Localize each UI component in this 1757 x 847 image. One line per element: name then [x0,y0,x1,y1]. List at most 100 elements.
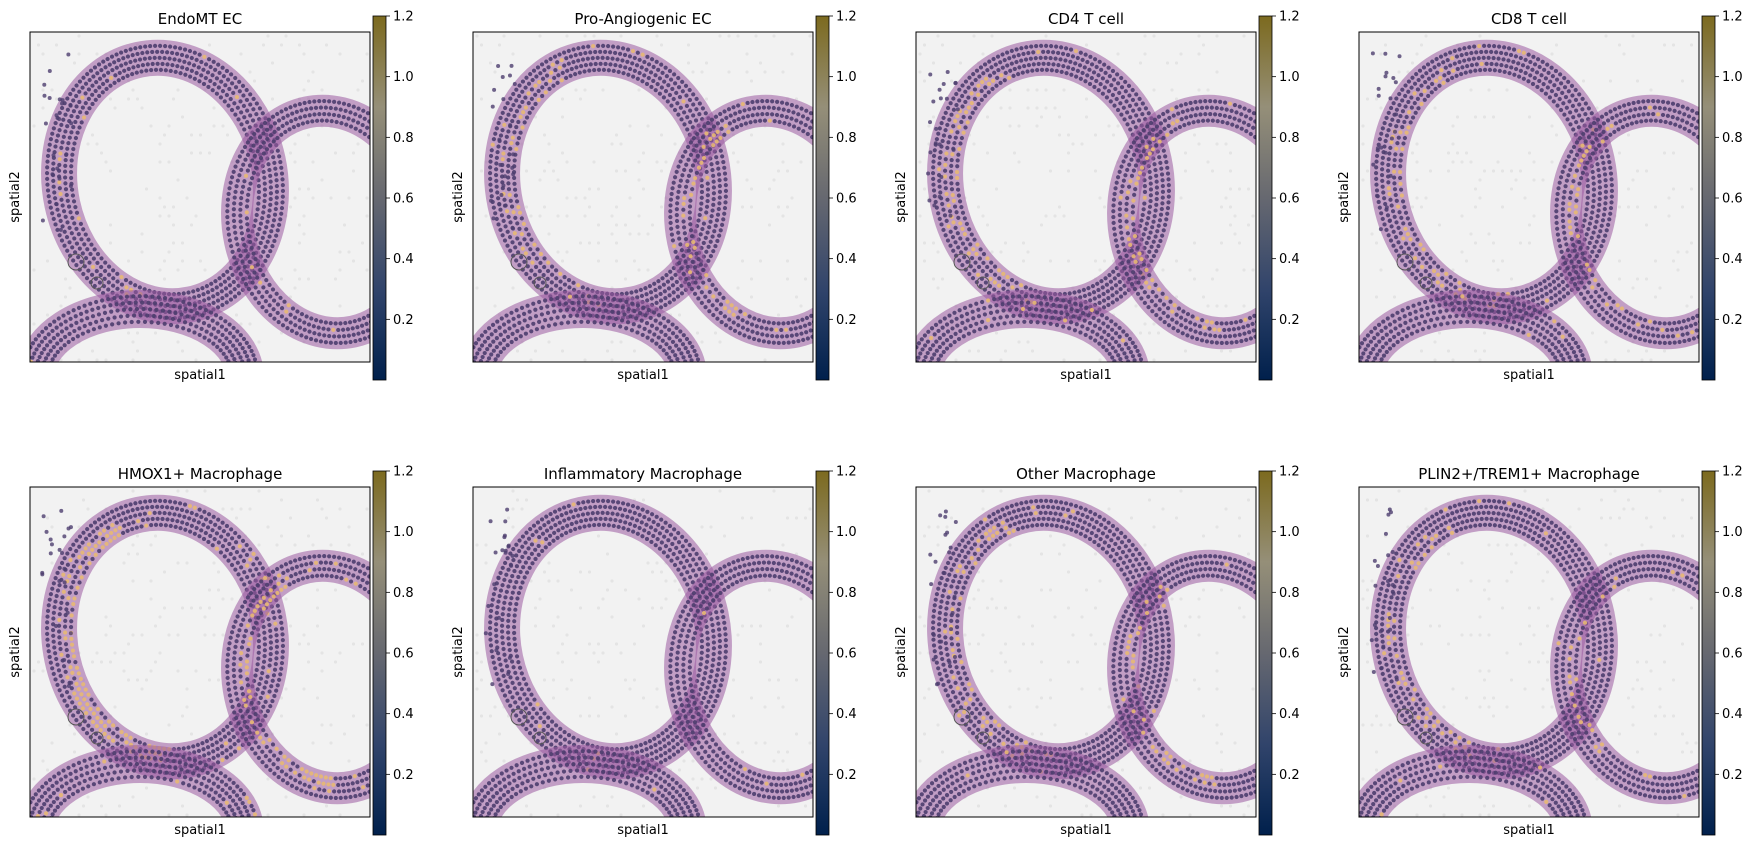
subplot-panel: CD4 T cell spatial1 spatial2 0.2 0.4 0.6 0.8 1.… [886,0,1326,392]
y-axis-label: spatial2 [8,171,23,223]
colorbar [373,471,386,835]
spot [42,514,46,518]
spot [1388,508,1392,512]
colorbar-tick-label: 1.2 [1279,10,1300,25]
subplot-svg: CD8 T cell spatial1 spatial2 0.2 0.4 0.6 0.8 1.… [1329,0,1757,392]
spot [491,105,495,109]
spot [59,509,63,513]
spot [501,183,505,187]
spot [503,204,507,208]
subplot-title: CD8 T cell [1491,10,1567,28]
subplot-svg: Inflammatory Macrophagespatial1spatial20… [443,455,883,847]
colorbar-tick-label: 1.2 [836,10,857,25]
spot [69,631,73,635]
spot [943,571,947,575]
subplot-panel: EndoMT EC spatial1 spatial2 0.2 0.4 0.6 0.8 1.0… [0,0,440,392]
spot [492,88,496,92]
colorbar-tick-label: 0.8 [393,131,414,146]
spot [1394,80,1398,84]
spot [949,546,953,550]
colorbar-tick-label: 0.2 [393,768,414,783]
x-axis-label: spatial1 [174,368,226,383]
spot [949,627,953,631]
spot [1388,616,1392,620]
spot [1371,163,1375,167]
spot [1372,670,1376,674]
spot [939,175,943,179]
spot [494,551,498,555]
colorbar-tick-label: 0.4 [1279,707,1300,722]
spot [952,148,956,152]
spot [938,142,942,146]
subplot-panel: CD8 T cell spatial1 spatial2 0.2 0.4 0.6 0.8 1.… [1329,0,1757,392]
spot [1371,51,1375,55]
colorbar-tick-label: 0.4 [836,252,857,267]
spot [1373,623,1377,627]
spot [490,682,494,686]
x-axis-label: spatial1 [1060,368,1112,383]
colorbar-tick-label: 1.2 [836,465,857,480]
spot [55,113,59,117]
colorbar-tick-label: 0.4 [1279,252,1300,267]
spot [59,228,63,232]
spot [1381,644,1385,648]
spot [948,661,952,665]
spot [1386,579,1390,583]
spot [954,81,958,85]
spot [503,534,507,538]
colorbar [816,471,829,835]
spot [1380,666,1384,670]
spot [58,548,62,552]
spot [1392,592,1396,596]
spot [67,526,71,530]
spot [505,508,509,512]
spot [939,640,943,644]
spot [54,624,58,628]
x-axis-label: spatial1 [617,368,669,383]
spot [66,53,70,57]
spot [928,150,932,154]
spot [69,104,73,108]
colorbar [1702,471,1715,835]
spot [1376,564,1380,568]
spot [57,579,61,583]
spot [926,172,930,176]
spot [945,97,949,101]
spot [57,117,61,121]
spot [1390,136,1394,140]
colorbar-tick-label: 0.8 [836,131,857,146]
spot [511,172,515,176]
spot [1388,219,1392,223]
colorbar [816,16,829,380]
spot [508,656,512,660]
spot [1377,94,1381,98]
spot [1377,87,1381,91]
spot [1386,553,1390,557]
colorbar-tick-label: 0.6 [836,647,857,662]
spot [953,595,957,599]
spot [928,72,932,76]
colorbar-tick-label: 0.6 [836,192,857,207]
spot [927,198,931,202]
spot [42,83,46,87]
spot [508,123,512,127]
spot [946,70,950,74]
x-axis-label: spatial1 [617,823,669,838]
subplot-title: HMOX1+ Macrophage [118,465,283,483]
spot [50,172,54,176]
spot [956,107,960,111]
spot [929,582,933,586]
colorbar-tick-label: 1.2 [393,10,414,25]
colorbar-tick-label: 0.8 [1279,131,1300,146]
spot [497,138,501,142]
spot [1370,638,1374,642]
spot [42,94,46,98]
spot [503,174,507,178]
spot [506,544,510,548]
subplot-svg: Pro-Angiogenic EC spatial1 spatial2 0.2 0.4 0… [443,0,883,392]
spot [501,97,505,101]
spot [1388,628,1392,632]
spot [1385,205,1389,209]
colorbar [1259,471,1272,835]
colorbar-tick-label: 0.6 [1722,647,1743,662]
